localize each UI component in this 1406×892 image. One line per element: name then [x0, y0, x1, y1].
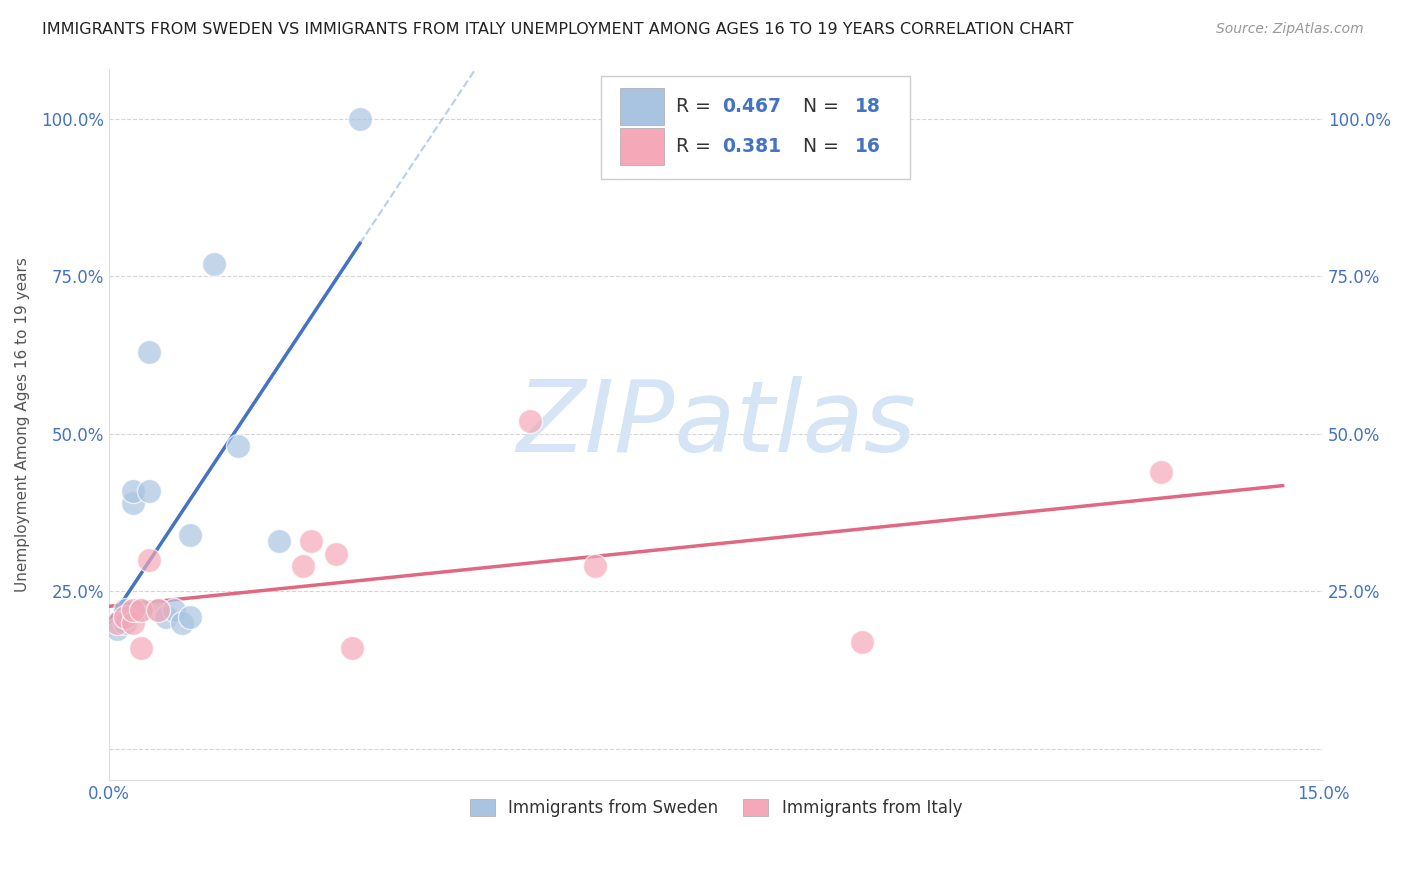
Point — [122, 483, 145, 498]
Text: ZIPatlas: ZIPatlas — [516, 376, 915, 473]
Point — [138, 345, 160, 359]
FancyBboxPatch shape — [620, 87, 664, 125]
Point — [340, 640, 363, 655]
Point — [325, 547, 347, 561]
Point — [299, 533, 322, 548]
Point — [138, 553, 160, 567]
Y-axis label: Unemployment Among Ages 16 to 19 years: Unemployment Among Ages 16 to 19 years — [15, 257, 30, 592]
Point — [146, 603, 169, 617]
Legend: Immigrants from Sweden, Immigrants from Italy: Immigrants from Sweden, Immigrants from … — [461, 790, 970, 825]
FancyBboxPatch shape — [600, 76, 910, 178]
Point — [122, 615, 145, 630]
Text: 16: 16 — [855, 136, 880, 155]
Text: IMMIGRANTS FROM SWEDEN VS IMMIGRANTS FROM ITALY UNEMPLOYMENT AMONG AGES 16 TO 19: IMMIGRANTS FROM SWEDEN VS IMMIGRANTS FRO… — [42, 22, 1074, 37]
Point — [292, 559, 315, 574]
Point — [202, 257, 225, 271]
Text: 0.381: 0.381 — [723, 136, 782, 155]
Text: 0.467: 0.467 — [723, 96, 782, 116]
Point — [105, 622, 128, 636]
Text: R =: R = — [676, 136, 717, 155]
Point — [228, 440, 250, 454]
Point — [179, 609, 201, 624]
Point — [114, 609, 136, 624]
Point — [170, 615, 193, 630]
Point — [122, 603, 145, 617]
Text: R =: R = — [676, 96, 717, 116]
Point — [146, 603, 169, 617]
Point — [583, 559, 606, 574]
Point — [131, 603, 153, 617]
Point — [851, 634, 873, 648]
Point — [138, 483, 160, 498]
Point — [114, 615, 136, 630]
Point — [267, 533, 290, 548]
Point — [349, 112, 371, 126]
Point — [163, 603, 186, 617]
Point — [519, 414, 541, 428]
Text: N =: N = — [792, 96, 845, 116]
Point — [114, 603, 136, 617]
Text: Source: ZipAtlas.com: Source: ZipAtlas.com — [1216, 22, 1364, 37]
FancyBboxPatch shape — [620, 128, 664, 165]
Point — [105, 615, 128, 630]
Point — [131, 640, 153, 655]
Point — [155, 609, 177, 624]
Point — [1150, 465, 1173, 479]
Text: N =: N = — [792, 136, 845, 155]
Text: 18: 18 — [855, 96, 880, 116]
Point — [122, 496, 145, 510]
Point — [131, 603, 153, 617]
Point — [179, 527, 201, 541]
